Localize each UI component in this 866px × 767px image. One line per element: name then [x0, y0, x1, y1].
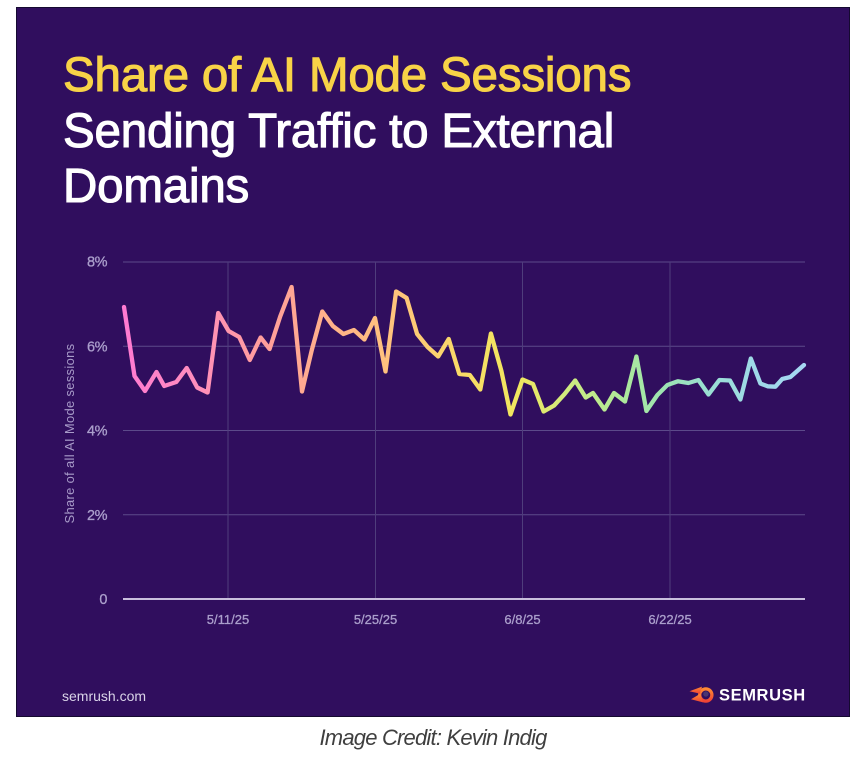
svg-text:4%: 4% — [87, 424, 108, 440]
svg-text:5/11/25: 5/11/25 — [207, 612, 249, 627]
svg-text:6%: 6% — [87, 339, 108, 355]
svg-text:0: 0 — [99, 592, 107, 608]
svg-text:Share of all AI Mode sessions: Share of all AI Mode sessions — [62, 343, 77, 523]
svg-text:SEMRUSH: SEMRUSH — [719, 687, 806, 705]
svg-text:6/22/25: 6/22/25 — [648, 612, 691, 627]
svg-text:5/25/25: 5/25/25 — [354, 612, 397, 627]
svg-text:semrush.com: semrush.com — [62, 688, 146, 704]
svg-text:6/8/25: 6/8/25 — [504, 612, 540, 627]
svg-text:2%: 2% — [87, 508, 108, 524]
svg-text:8%: 8% — [87, 255, 108, 271]
